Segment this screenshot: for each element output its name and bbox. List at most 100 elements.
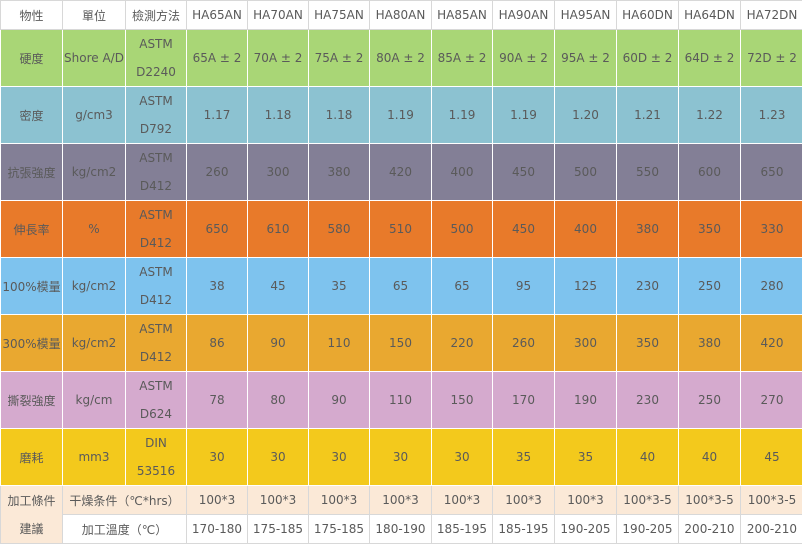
test-method-standard: ASTM bbox=[139, 37, 173, 51]
property-value: 330 bbox=[740, 200, 802, 258]
test-method-standard: ASTM bbox=[139, 379, 173, 393]
property-value: 250 bbox=[678, 257, 741, 315]
dry-condition-label: 干燥条件（℃*hrs） bbox=[62, 485, 187, 515]
property-row: 伸長率% ASTM D412 650 610 580 510 500 450 400 380 350 3… bbox=[0, 200, 802, 258]
property-value: 650 bbox=[186, 200, 248, 258]
property-value: 80 bbox=[247, 371, 309, 429]
property-row: 硬度 Shore A/D ASTM D2240 65A ± 2 70A ± 2 75A ± … bbox=[0, 29, 802, 87]
property-name: 密度 bbox=[0, 86, 63, 144]
header-grade: HA60DN bbox=[616, 0, 679, 30]
test-method-standard: ASTM bbox=[139, 151, 173, 165]
test-method-code: D412 bbox=[139, 350, 173, 364]
property-value: 1.22 bbox=[678, 86, 741, 144]
property-unit: kg/cm2 bbox=[62, 314, 126, 372]
property-value: 380 bbox=[616, 200, 679, 258]
property-unit: % bbox=[62, 200, 126, 258]
test-method-code: D412 bbox=[139, 293, 173, 307]
test-method-code: D412 bbox=[139, 179, 173, 193]
property-unit: kg/cm2 bbox=[62, 257, 126, 315]
property-row: 密度 g/cm3 ASTM D792 1.17 1.18 1.18 1.19 1.19 1.19 1… bbox=[0, 86, 802, 144]
property-value: 380 bbox=[678, 314, 741, 372]
property-value: 45 bbox=[247, 257, 309, 315]
test-method: ASTM D412 bbox=[125, 314, 187, 372]
dry-condition-value: 100*3 bbox=[186, 485, 248, 515]
property-value: 1.18 bbox=[247, 86, 309, 144]
property-value: 250 bbox=[678, 371, 741, 429]
property-name: 撕裂強度 bbox=[0, 371, 63, 429]
property-value: 30 bbox=[369, 428, 432, 486]
dry-condition-value: 100*3 bbox=[369, 485, 432, 515]
property-name: 300%模量 bbox=[0, 314, 63, 372]
processing-temp-value: 190-205 bbox=[554, 514, 617, 544]
processing-temp-value: 180-190 bbox=[369, 514, 432, 544]
test-method: ASTM D624 bbox=[125, 371, 187, 429]
property-value: 150 bbox=[431, 371, 493, 429]
processing-label: 加工條件建議 bbox=[0, 485, 63, 544]
header-grade: HA95AN bbox=[554, 0, 617, 30]
processing-temp-value: 175-185 bbox=[247, 514, 309, 544]
property-value: 400 bbox=[554, 200, 617, 258]
header-grade: HA90AN bbox=[492, 0, 555, 30]
processing-temp-value: 185-195 bbox=[431, 514, 493, 544]
test-method-code: D624 bbox=[139, 407, 173, 421]
dry-condition-value: 100*3-5 bbox=[678, 485, 741, 515]
test-method: ASTM D412 bbox=[125, 200, 187, 258]
header-unit: 單位 bbox=[62, 0, 126, 30]
property-value: 280 bbox=[740, 257, 802, 315]
property-value: 35 bbox=[492, 428, 555, 486]
property-value: 1.17 bbox=[186, 86, 248, 144]
header-grade: HA80AN bbox=[369, 0, 432, 30]
property-value: 30 bbox=[247, 428, 309, 486]
property-value: 30 bbox=[308, 428, 370, 486]
property-value: 600 bbox=[678, 143, 741, 201]
property-row: 磨耗 mm3 DIN 53516 30 30 30 30 30 35 35 40 40 45 bbox=[0, 428, 802, 486]
header-grade: HA72DN bbox=[740, 0, 802, 30]
property-value: 30 bbox=[431, 428, 493, 486]
property-value: 150 bbox=[369, 314, 432, 372]
property-value: 510 bbox=[369, 200, 432, 258]
property-unit: g/cm3 bbox=[62, 86, 126, 144]
property-value: 380 bbox=[308, 143, 370, 201]
property-value: 1.18 bbox=[308, 86, 370, 144]
property-unit: kg/cm bbox=[62, 371, 126, 429]
property-value: 550 bbox=[616, 143, 679, 201]
property-value: 300 bbox=[247, 143, 309, 201]
property-value: 38 bbox=[186, 257, 248, 315]
property-value: 60D ± 2 bbox=[616, 29, 679, 87]
property-value: 400 bbox=[431, 143, 493, 201]
property-value: 90A ± 2 bbox=[492, 29, 555, 87]
property-row: 抗張強度 kg/cm2 ASTM D412 260 300 380 420 400 450 500 5… bbox=[0, 143, 802, 201]
dry-condition-value: 100*3 bbox=[554, 485, 617, 515]
property-value: 30 bbox=[186, 428, 248, 486]
processing-temp-value: 200-210 bbox=[740, 514, 802, 544]
property-name: 伸長率 bbox=[0, 200, 63, 258]
property-unit: kg/cm2 bbox=[62, 143, 126, 201]
processing-temp-value: 175-185 bbox=[308, 514, 370, 544]
dry-condition-value: 100*3 bbox=[431, 485, 493, 515]
property-unit: Shore A/D bbox=[62, 29, 126, 87]
property-value: 35 bbox=[308, 257, 370, 315]
processing-temp-value: 190-205 bbox=[616, 514, 679, 544]
dry-condition-value: 100*3 bbox=[247, 485, 309, 515]
property-value: 90 bbox=[247, 314, 309, 372]
property-value: 610 bbox=[247, 200, 309, 258]
test-method-standard: ASTM bbox=[139, 265, 173, 279]
processing-temp-row: 加工溫度（℃） 170-180 175-185 175-185 180-190 185-1… bbox=[1, 514, 802, 544]
test-method: ASTM D412 bbox=[125, 257, 187, 315]
property-value: 86 bbox=[186, 314, 248, 372]
property-value: 1.21 bbox=[616, 86, 679, 144]
property-value: 40 bbox=[678, 428, 741, 486]
property-value: 1.20 bbox=[554, 86, 617, 144]
property-value: 260 bbox=[186, 143, 248, 201]
property-value: 95A ± 2 bbox=[554, 29, 617, 87]
dry-condition-value: 100*3-5 bbox=[740, 485, 802, 515]
test-method-code: 53516 bbox=[136, 464, 176, 478]
test-method: DIN 53516 bbox=[125, 428, 187, 486]
property-name: 磨耗 bbox=[0, 428, 63, 486]
test-method: ASTM D412 bbox=[125, 143, 187, 201]
test-method-standard: ASTM bbox=[139, 208, 173, 222]
property-row: 300%模量 kg/cm2 ASTM D412 86 90 110 150 220 260 300 3… bbox=[0, 314, 802, 372]
processing-temp-label: 加工溫度（℃） bbox=[62, 514, 187, 544]
test-method-standard: DIN bbox=[145, 436, 167, 450]
